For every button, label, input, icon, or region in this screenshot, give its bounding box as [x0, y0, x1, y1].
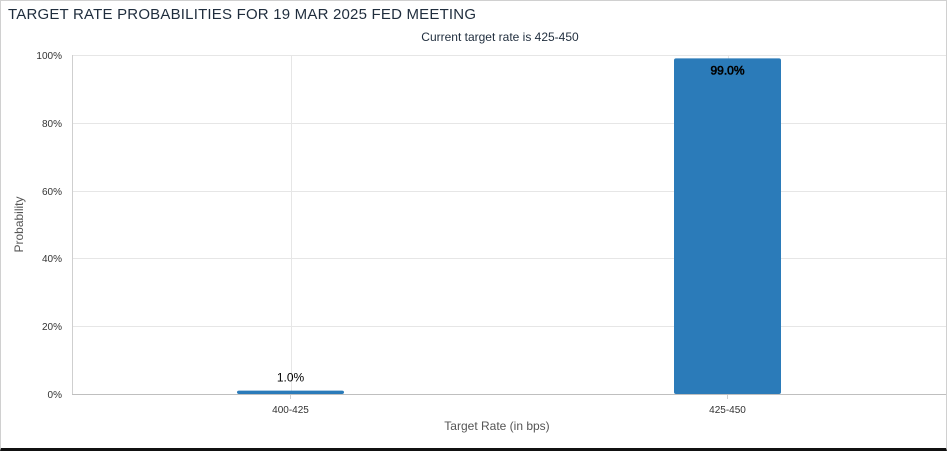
- chart-title: TARGET RATE PROBABILITIES FOR 19 MAR 202…: [8, 6, 477, 23]
- data-label: 99.0%: [710, 63, 744, 77]
- y-axis-title: Probability: [12, 196, 26, 252]
- y-tick-label: 100%: [36, 51, 62, 62]
- x-tick-label: 425-450: [709, 405, 746, 416]
- y-tick-label: 0%: [48, 390, 63, 401]
- x-axis-title: Target Rate (in bps): [444, 419, 549, 433]
- x-tick-label: 400-425: [272, 405, 309, 416]
- bar: [237, 390, 344, 394]
- chart-subtitle: Current target rate is 425-450: [421, 30, 579, 44]
- data-label: 1.0%: [277, 371, 305, 385]
- bar: [674, 58, 781, 394]
- y-tick-label: 40%: [42, 254, 62, 265]
- y-tick-label: 80%: [42, 119, 62, 130]
- y-tick-label: 20%: [42, 322, 62, 333]
- y-tick-label: 60%: [42, 187, 62, 198]
